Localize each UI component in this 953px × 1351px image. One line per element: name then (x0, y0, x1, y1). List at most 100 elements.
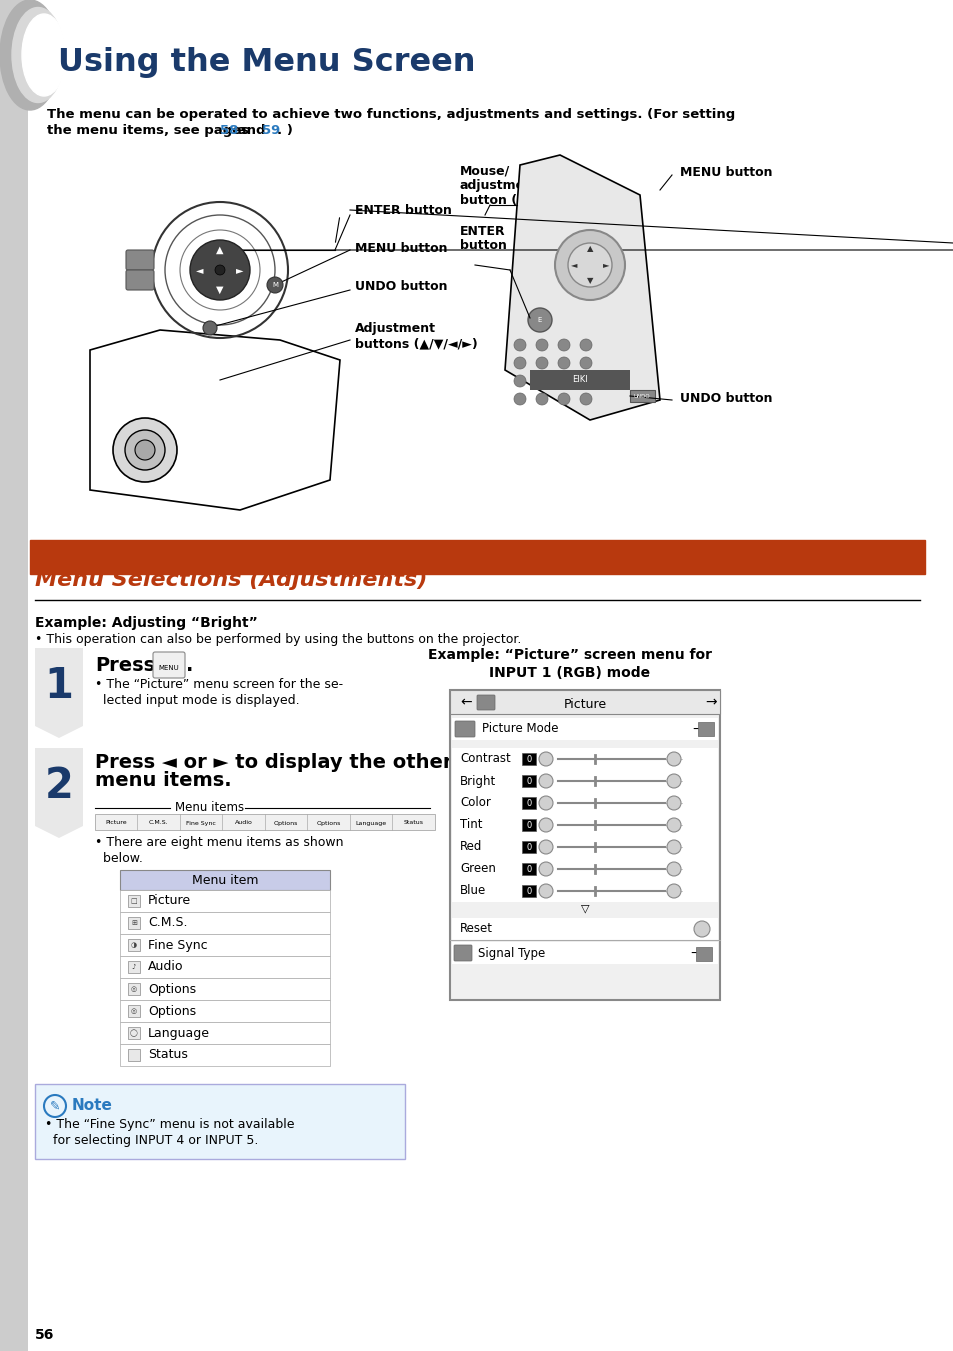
Circle shape (555, 230, 624, 300)
Text: ►: ► (236, 265, 244, 276)
Text: Menu items: Menu items (174, 801, 244, 815)
Text: 0: 0 (526, 886, 531, 896)
Bar (452, 770, 718, 792)
Text: for selecting INPUT 4 or INPUT 5.: for selecting INPUT 4 or INPUT 5. (45, 1133, 258, 1147)
Text: Blue: Blue (459, 885, 486, 897)
Text: INPUT 1 (RGB) mode: INPUT 1 (RGB) mode (489, 666, 650, 680)
Text: ▼: ▼ (216, 285, 224, 295)
Bar (120, 1021, 330, 1044)
Text: • The “Picture” menu screen for the se-: • The “Picture” menu screen for the se- (95, 678, 343, 690)
Text: Fine Sync: Fine Sync (186, 820, 216, 825)
Circle shape (536, 376, 547, 386)
Text: →: → (689, 947, 700, 959)
Text: Audio: Audio (234, 820, 253, 825)
Circle shape (514, 339, 525, 351)
Text: 0: 0 (526, 820, 531, 830)
Bar (120, 890, 330, 912)
Text: Example: Adjusting “Bright”: Example: Adjusting “Bright” (35, 616, 257, 630)
Circle shape (112, 417, 177, 482)
Text: →: → (691, 723, 701, 735)
Polygon shape (504, 155, 659, 420)
Circle shape (558, 339, 569, 351)
Text: M: M (272, 282, 277, 288)
Text: and: and (233, 124, 270, 136)
Text: ◎: ◎ (131, 986, 137, 992)
Circle shape (666, 862, 680, 875)
Bar (95, 815, 435, 830)
Circle shape (536, 357, 547, 369)
Bar (128, 961, 140, 973)
FancyBboxPatch shape (152, 653, 185, 678)
Text: Example: “Picture” screen menu for: Example: “Picture” screen menu for (428, 648, 711, 662)
Text: Language: Language (355, 820, 386, 825)
Bar (452, 880, 718, 902)
Bar (452, 717, 718, 740)
Text: Adjustment: Adjustment (355, 322, 436, 335)
Text: Picture: Picture (106, 820, 127, 825)
FancyBboxPatch shape (476, 694, 495, 711)
Bar (128, 1027, 140, 1039)
Text: Reset: Reset (459, 923, 493, 935)
Circle shape (514, 376, 525, 386)
Bar (450, 690, 720, 713)
Polygon shape (35, 725, 83, 738)
Circle shape (538, 774, 553, 788)
Text: UNDO button: UNDO button (679, 392, 772, 404)
Circle shape (666, 817, 680, 832)
Circle shape (538, 796, 553, 811)
Circle shape (538, 884, 553, 898)
Text: 0: 0 (526, 865, 531, 874)
Text: ◎: ◎ (131, 1008, 137, 1015)
Text: Fine Sync: Fine Sync (148, 939, 208, 951)
Circle shape (666, 840, 680, 854)
Bar (521, 885, 536, 897)
Bar (521, 753, 536, 765)
Text: Red: Red (459, 840, 482, 854)
Text: ▲: ▲ (586, 245, 593, 254)
Text: Note: Note (71, 1098, 112, 1113)
Bar (35, 1084, 405, 1159)
Circle shape (44, 1096, 66, 1117)
Circle shape (527, 308, 552, 332)
FancyBboxPatch shape (126, 270, 153, 290)
Text: button (▲/▼/◄/►): button (▲/▼/◄/►) (459, 193, 575, 205)
Text: adjustment: adjustment (459, 178, 539, 192)
Circle shape (135, 440, 154, 459)
Bar (120, 870, 330, 890)
Text: 1: 1 (45, 665, 73, 707)
Text: Color: Color (459, 797, 491, 809)
FancyBboxPatch shape (126, 250, 153, 270)
Text: . ): . ) (276, 124, 293, 136)
Text: Mouse/: Mouse/ (459, 165, 510, 178)
Bar (696, 947, 711, 961)
Bar (521, 775, 536, 788)
Text: buttons (▲/▼/◄/►): buttons (▲/▼/◄/►) (355, 336, 477, 350)
Text: the menu items, see pages: the menu items, see pages (47, 124, 253, 136)
Bar (0, 0, 28, 1351)
Circle shape (567, 243, 612, 286)
Bar (452, 858, 718, 880)
Text: Options: Options (148, 1005, 196, 1017)
Text: Audio: Audio (148, 961, 183, 974)
Text: MENU: MENU (158, 665, 179, 671)
Bar (452, 792, 718, 815)
Text: Bright: Bright (459, 774, 496, 788)
Ellipse shape (0, 0, 60, 109)
Text: button: button (459, 239, 506, 253)
Text: Picture: Picture (563, 697, 606, 711)
Circle shape (579, 357, 592, 369)
Bar (128, 917, 140, 929)
Text: • There are eight menu items as shown: • There are eight menu items as shown (95, 836, 343, 848)
Bar (35, 748, 83, 825)
Circle shape (536, 393, 547, 405)
Text: Options: Options (148, 982, 196, 996)
Circle shape (579, 393, 592, 405)
Text: Using the Menu Screen: Using the Menu Screen (58, 46, 475, 77)
Text: menu items.: menu items. (95, 771, 232, 790)
Bar (120, 957, 330, 978)
Circle shape (693, 921, 709, 938)
Circle shape (666, 774, 680, 788)
Text: ♪: ♪ (132, 965, 136, 970)
Bar (521, 797, 536, 809)
Text: The menu can be operated to achieve two functions, adjustments and settings. (Fo: The menu can be operated to achieve two … (47, 108, 735, 122)
